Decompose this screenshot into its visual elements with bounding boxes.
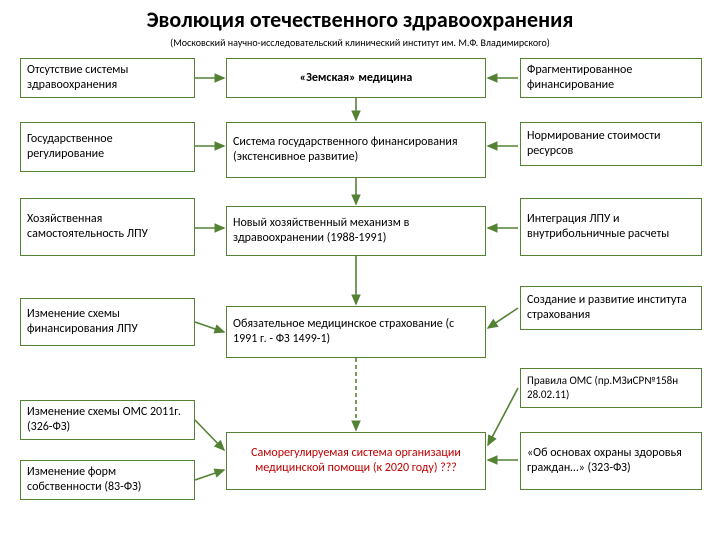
box-r3: Интеграция ЛПУ и внутрибольничные расчет… xyxy=(520,198,702,256)
box-l5: Изменение схемы ОМС 2011г.(326-ФЗ) xyxy=(20,400,195,440)
box-l6: Изменение форм собственности (83-ФЗ) xyxy=(20,460,195,500)
box-r1: Фрагментированное финансирование xyxy=(520,58,702,98)
box-c2-text: Система государственного финансирования … xyxy=(233,135,479,165)
box-r2-text: Нормирование стоимости ресурсов xyxy=(527,129,695,159)
box-c2: Система государственного финансирования … xyxy=(226,122,486,178)
box-c1-text: «Земская» медицина xyxy=(300,71,413,86)
page-title: Эволюция отечественного здравоохранения xyxy=(0,6,720,33)
page-subtitle: (Московский научно-исследовательский кли… xyxy=(0,36,720,49)
box-l1: Отсутствие системы здравоохранения xyxy=(20,58,195,98)
box-r3-text: Интеграция ЛПУ и внутрибольничные расчет… xyxy=(527,212,695,242)
box-c5-text: Саморегулируемая система организации мед… xyxy=(233,446,479,476)
box-r5: Правила ОМС (пр.МЗиСР№158н 28.02.11) xyxy=(520,368,702,408)
box-l6-text: Изменение форм собственности (83-ФЗ) xyxy=(27,465,188,495)
box-c5: Саморегулируемая система организации мед… xyxy=(226,432,486,490)
box-c4-text: Обязательное медицинское страхование (с … xyxy=(233,317,479,347)
box-r4-text: Создание и развитие института страховани… xyxy=(527,293,695,323)
box-l2: Государственное регулирование xyxy=(20,122,195,172)
box-c3-text: Новый хозяйственный механизм в здравоохр… xyxy=(233,216,479,246)
box-l2-text: Государственное регулирование xyxy=(27,132,188,162)
box-c1: «Земская» медицина xyxy=(226,58,486,98)
box-r1-text: Фрагментированное финансирование xyxy=(527,63,695,93)
box-l4: Изменение схемы финансирования ЛПУ xyxy=(20,298,195,346)
box-l4-text: Изменение схемы финансирования ЛПУ xyxy=(27,307,188,337)
box-r2: Нормирование стоимости ресурсов xyxy=(520,122,702,166)
box-l3-text: Хозяйственная самостоятельность ЛПУ xyxy=(27,212,188,242)
box-r6: «Об основах охраны здоровья граждан…» (3… xyxy=(520,432,702,490)
box-r6-text: «Об основах охраны здоровья граждан…» (3… xyxy=(527,446,695,476)
box-c3: Новый хозяйственный механизм в здравоохр… xyxy=(226,206,486,256)
box-c4: Обязательное медицинское страхование (с … xyxy=(226,306,486,358)
box-l1-text: Отсутствие системы здравоохранения xyxy=(27,63,188,93)
box-r4: Создание и развитие института страховани… xyxy=(520,286,702,330)
box-l3: Хозяйственная самостоятельность ЛПУ xyxy=(20,198,195,256)
box-r5-text: Правила ОМС (пр.МЗиСР№158н 28.02.11) xyxy=(527,374,695,402)
box-l5-text: Изменение схемы ОМС 2011г.(326-ФЗ) xyxy=(27,405,188,435)
